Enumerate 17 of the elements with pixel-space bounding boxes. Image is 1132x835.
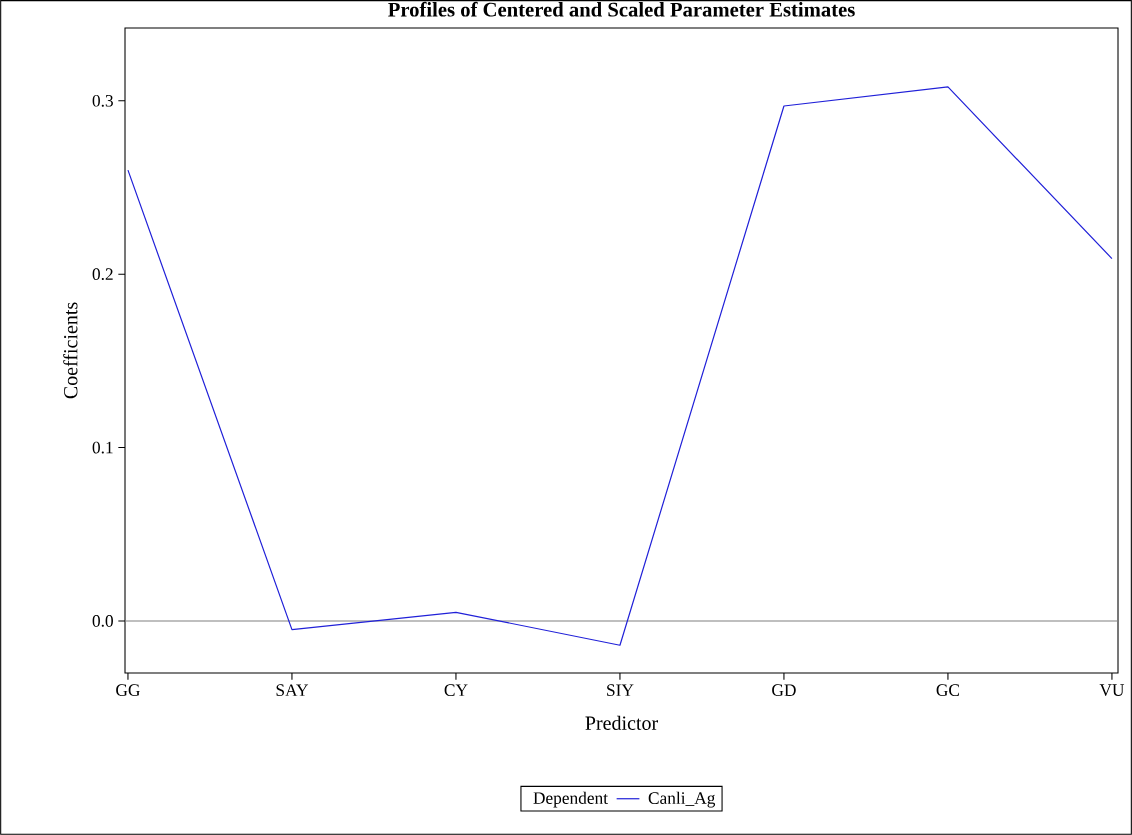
legend-label: Canli_Ag <box>648 791 716 808</box>
y-tick-label: 0.1 <box>92 441 113 454</box>
legend-title: Dependent <box>533 791 608 808</box>
x-tick-label: GC <box>936 684 960 697</box>
x-tick-label: SIY <box>607 684 634 697</box>
x-tick-label: GD <box>772 684 796 697</box>
line-series <box>127 86 1113 646</box>
y-tick-label: 0.3 <box>92 94 113 107</box>
y-tick-label: 0.0 <box>92 615 113 627</box>
x-tick-label: CY <box>444 684 468 697</box>
x-tick-label: VU <box>1099 684 1125 696</box>
x-axis-title: Predictor <box>585 715 658 730</box>
x-tick-label: SAY <box>276 684 309 697</box>
y-tick-label: 0.2 <box>92 268 113 281</box>
chart-title: Profiles of Centered and Scaled Parameter Estimates <box>388 1 855 17</box>
y-axis-title: Coefficients <box>63 302 78 399</box>
x-tick-label: GG <box>116 684 140 697</box>
